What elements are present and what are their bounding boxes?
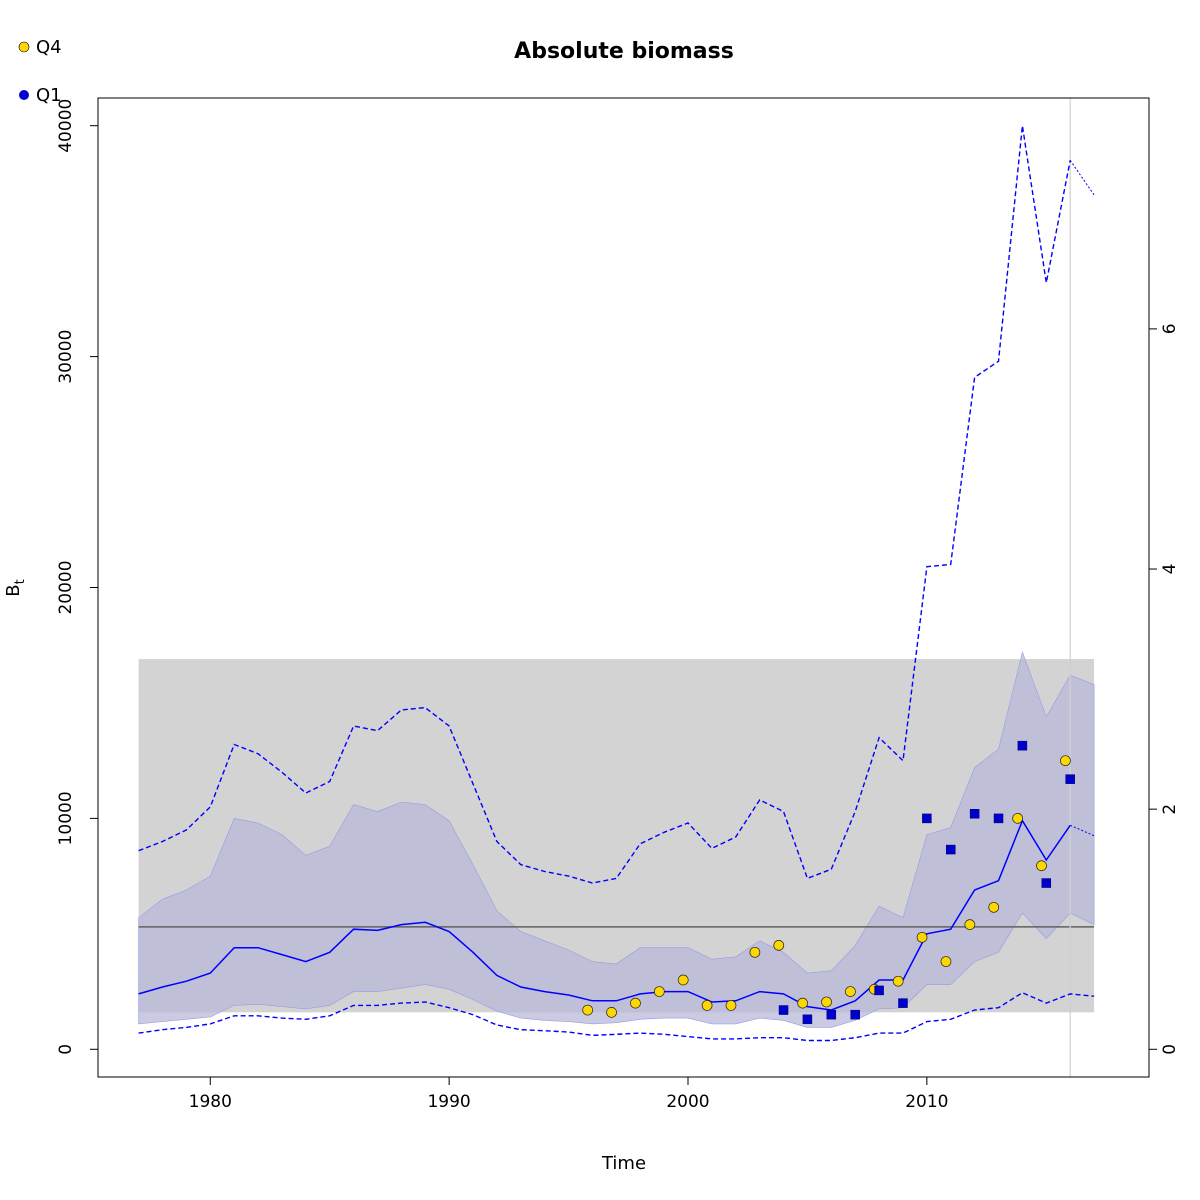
q1-point [922, 813, 932, 824]
q1-point [802, 1014, 813, 1025]
svg-text:Bt: Bt [3, 579, 28, 596]
legend: Q4 Q1 [18, 37, 62, 106]
y-tick-label: 20000 [56, 560, 76, 614]
x-tick-label: 2010 [905, 1092, 948, 1112]
q4-point [797, 997, 808, 1009]
y-axis-label-subscript: t [13, 579, 28, 584]
q4-point [988, 901, 1000, 913]
x-axis: 1980 1990 2000 2010 [189, 1077, 948, 1112]
q4-point [701, 1000, 713, 1011]
confidence-band-area [138, 651, 1095, 1028]
q4-point [940, 956, 952, 967]
q4-point [582, 1004, 594, 1016]
q4-point [749, 946, 761, 958]
y-tick-label: 0 [56, 1044, 76, 1055]
ci-upper-forecast-line [1069, 160, 1095, 196]
q4-point [964, 919, 976, 930]
q1-point [874, 985, 884, 996]
q4-point [916, 931, 928, 943]
legend-q1-label: Q1 [36, 85, 62, 106]
x-tick-label: 1980 [189, 1092, 232, 1112]
x-tick-label: 2000 [666, 1092, 709, 1112]
q4-point [630, 997, 641, 1009]
q1-point [969, 809, 980, 819]
legend-q4-label: Q4 [36, 37, 62, 58]
q4-point [1012, 813, 1023, 824]
q4-point [606, 1006, 617, 1018]
estimate-line [138, 819, 1095, 1011]
x-axis-label: Time [601, 1153, 646, 1174]
y-axis-label-group: Bt [3, 579, 28, 596]
y2-tick-label: 4 [1160, 564, 1180, 575]
q4-point [653, 986, 665, 997]
q4-point [845, 986, 856, 997]
estimate-forecast-line [1070, 824, 1095, 837]
legend-q1-marker [19, 90, 29, 100]
q4-point [821, 996, 832, 1008]
q1-point [1065, 774, 1075, 784]
y-tick-label: 40000 [56, 99, 76, 153]
q1-point [826, 1009, 837, 1020]
y-tick-label: 10000 [56, 791, 76, 845]
x-tick-label: 1990 [427, 1092, 470, 1112]
y-axis: 0 10000 20000 30000 40000 [56, 99, 98, 1055]
q1-point [945, 844, 956, 855]
q1-point [1041, 878, 1052, 888]
q4-point [1060, 755, 1071, 767]
y-tick-label: 30000 [56, 330, 76, 384]
q4-point [773, 940, 785, 951]
y-axis-label: B [3, 584, 24, 596]
q1-point [898, 998, 908, 1008]
q4-point [677, 974, 689, 986]
q4-point [892, 975, 904, 987]
y2-tick-label: 0 [1160, 1044, 1180, 1055]
q1-point [850, 1009, 860, 1020]
ci-upper-line [138, 125, 1071, 884]
y2-axis: 0 2 4 6 [1149, 323, 1180, 1055]
q1-point [1017, 740, 1028, 751]
confidence-band [138, 651, 1095, 1028]
ci-lines [138, 125, 1095, 1042]
y2-tick-label: 2 [1160, 804, 1180, 815]
q1-point [993, 813, 1004, 824]
legend-q4-marker [18, 41, 30, 53]
q4-point [1036, 860, 1047, 872]
q4-point [725, 1000, 737, 1011]
q1-point [778, 1005, 789, 1015]
estimate-line-path [138, 819, 1071, 1011]
data-points [582, 740, 1075, 1025]
y2-tick-label: 6 [1160, 323, 1180, 334]
ci-lower-line [138, 991, 1095, 1042]
chart-title: Absolute biomass [514, 39, 734, 64]
